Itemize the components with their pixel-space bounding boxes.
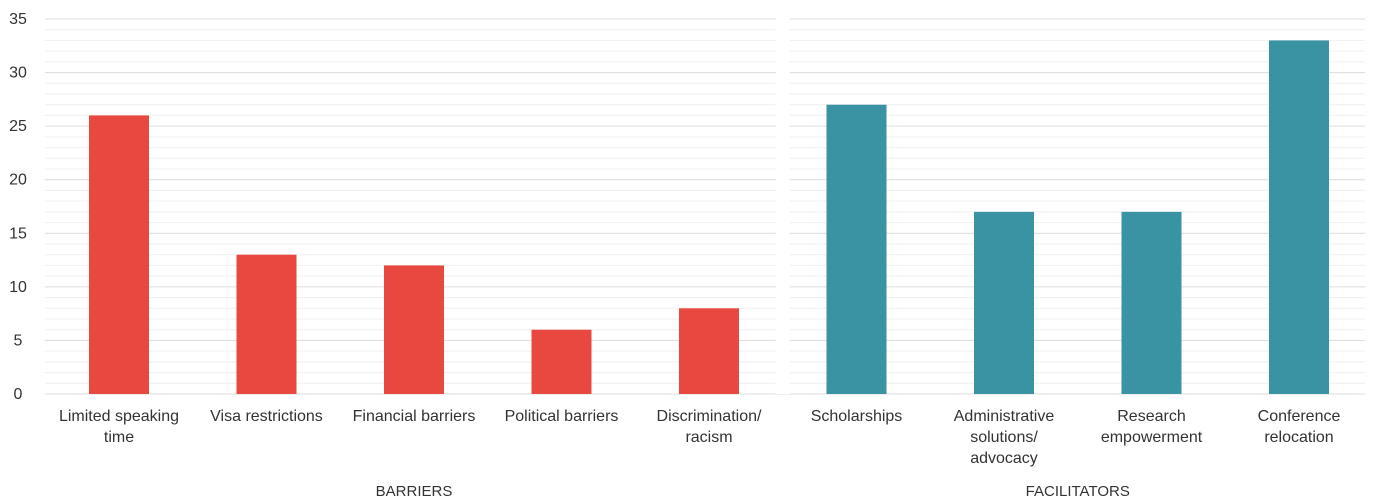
y-tick-label: 5 <box>14 332 23 349</box>
x-tick-label: Financial barriers <box>353 408 476 425</box>
x-tick-label: Administrative solutions/advocacy <box>954 408 1055 467</box>
bar-conference-relocation <box>1269 40 1329 395</box>
bar-research-empowerment <box>1121 211 1182 394</box>
bar-visa-restrictions <box>236 254 297 394</box>
y-tick-label: 15 <box>9 225 27 242</box>
x-tick-label: Conference relocation <box>1258 408 1341 446</box>
x-tick-label: Visa restrictions <box>210 408 323 425</box>
y-axis: 0 5 10 15 20 25 30 35 <box>9 11 27 403</box>
x-tick-label: Limited speaking time <box>59 408 179 446</box>
group-labels: BARRIERS FACILITATORS <box>376 483 1130 499</box>
bars <box>89 40 1329 395</box>
y-tick-label: 0 <box>14 386 23 403</box>
bar-financial-barriers <box>384 265 444 394</box>
x-tick-label: Research empowerment <box>1101 408 1203 446</box>
y-tick-label: 20 <box>9 172 27 189</box>
y-tick-label: 10 <box>9 279 27 296</box>
y-tick-label: 25 <box>9 118 27 135</box>
bar-scholarships <box>826 104 887 394</box>
bar-political-barriers <box>531 329 592 394</box>
x-tick-label: Political barriers <box>505 408 619 425</box>
x-tick-label: Scholarships <box>811 408 903 425</box>
category-labels: Limited speaking time Visa restrictions Fin… <box>59 408 1341 467</box>
x-tick-label: Discrimination/racism <box>657 408 762 446</box>
group-label-barriers: BARRIERS <box>376 483 453 499</box>
y-tick-label: 35 <box>9 11 27 28</box>
y-tick-label: 30 <box>9 65 27 82</box>
bar-administrative-solutions-advocacy <box>974 211 1034 394</box>
bar-discrimination-racism <box>679 308 739 394</box>
group-label-facilitators: FACILITATORS <box>1026 483 1130 499</box>
bar-limited-speaking-time <box>89 115 149 394</box>
